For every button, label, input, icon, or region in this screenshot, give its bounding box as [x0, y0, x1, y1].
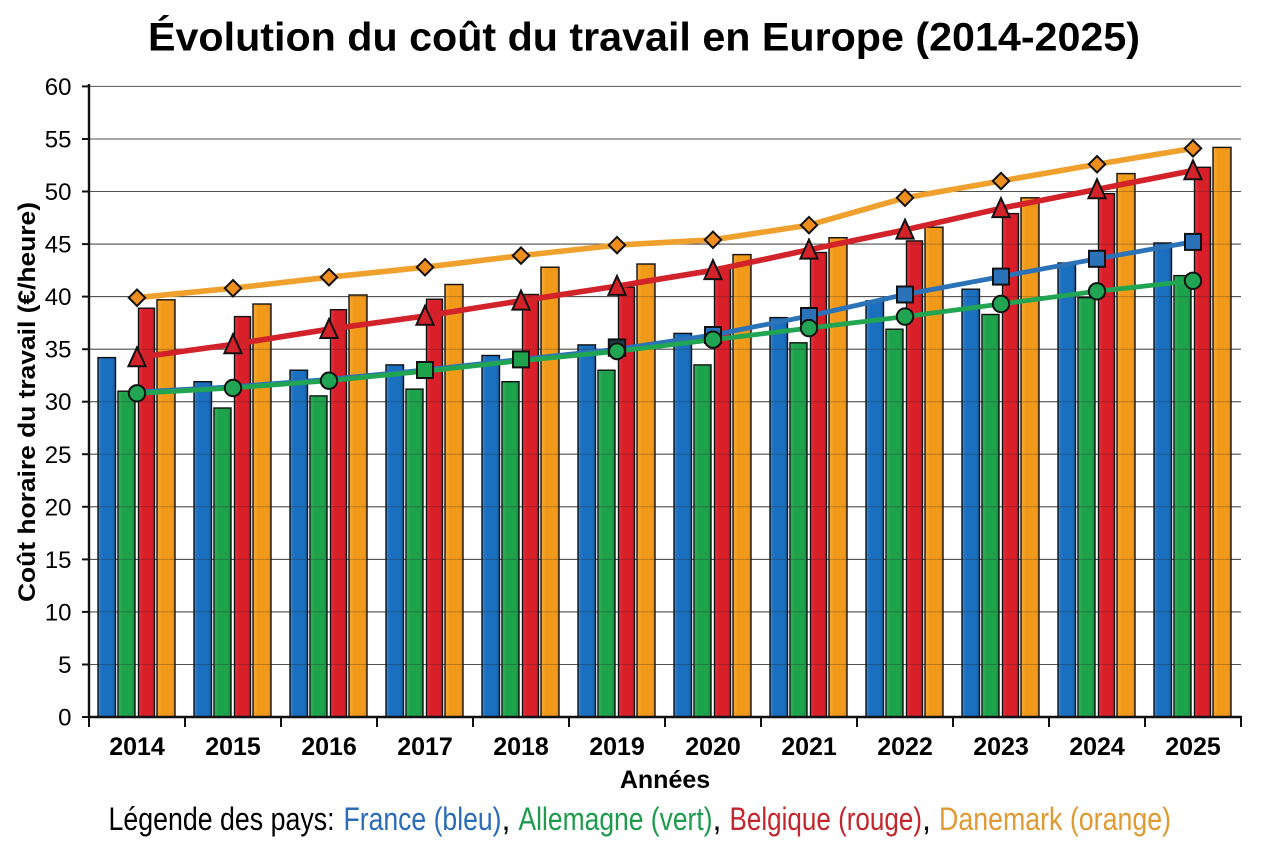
svg-text:2016: 2016: [301, 733, 357, 761]
svg-text:30: 30: [45, 389, 72, 416]
svg-text:5: 5: [58, 652, 71, 679]
svg-text:Évolution du coût du travail e: Évolution du coût du travail en Europe (…: [148, 15, 1140, 60]
svg-text:2014: 2014: [109, 733, 165, 761]
svg-text:45: 45: [45, 232, 72, 259]
svg-text:2017: 2017: [397, 733, 453, 761]
svg-text:2019: 2019: [589, 733, 645, 761]
svg-text:2022: 2022: [877, 733, 933, 761]
svg-text:40: 40: [45, 284, 72, 311]
svg-text:2024: 2024: [1069, 733, 1125, 761]
svg-text:25: 25: [45, 442, 72, 469]
svg-text:10: 10: [45, 599, 72, 626]
svg-text:50: 50: [45, 179, 72, 206]
svg-text:Coût horaire du travail (€/heu: Coût horaire du travail (€/heure): [14, 202, 41, 602]
svg-text:Danemark (orange): Danemark (orange): [939, 801, 1171, 837]
svg-text:2025: 2025: [1165, 733, 1221, 761]
svg-text:Années: Années: [620, 766, 710, 794]
svg-text:,: ,: [502, 801, 511, 837]
svg-text:Légende des pays:: Légende des pays:: [109, 801, 335, 837]
svg-text:55: 55: [45, 127, 72, 154]
svg-text:,: ,: [713, 801, 722, 837]
svg-text:2020: 2020: [685, 733, 741, 761]
svg-text:2023: 2023: [973, 733, 1029, 761]
svg-text:15: 15: [45, 547, 72, 574]
svg-text:Belgique (rouge): Belgique (rouge): [730, 801, 923, 837]
svg-text:35: 35: [45, 337, 72, 364]
svg-text:0: 0: [58, 705, 71, 732]
svg-text:20: 20: [45, 494, 72, 521]
svg-text:2021: 2021: [781, 733, 837, 761]
svg-text:France (bleu): France (bleu): [344, 801, 502, 837]
svg-text:60: 60: [45, 74, 72, 101]
svg-text:2015: 2015: [205, 733, 261, 761]
svg-text:Allemagne (vert): Allemagne (vert): [519, 801, 713, 837]
svg-text:2018: 2018: [493, 733, 549, 761]
svg-text:,: ,: [922, 801, 931, 837]
